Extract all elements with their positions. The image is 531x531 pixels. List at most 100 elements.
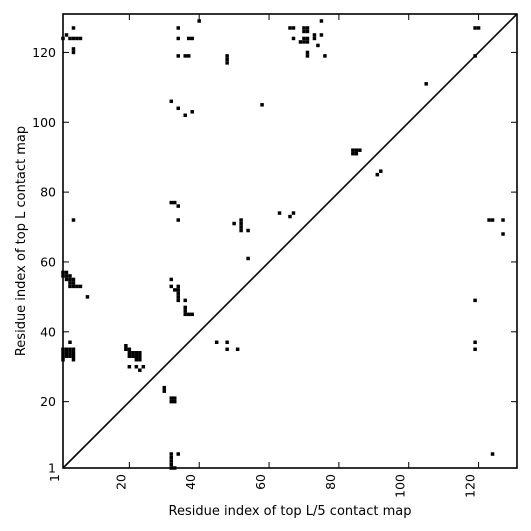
contact-point-147 (476, 26, 481, 30)
contact-point-58 (162, 389, 167, 393)
contact-point-113 (246, 256, 250, 261)
contact-point-99 (197, 19, 201, 23)
contact-point-2 (68, 36, 72, 41)
contact-point-123 (305, 26, 310, 30)
contact-point-142 (358, 148, 362, 152)
contact-point-20 (71, 281, 76, 285)
contact-point-146 (473, 26, 477, 30)
contact-point-88 (183, 309, 187, 313)
contact-point-23 (78, 284, 83, 289)
contact-point-3 (71, 36, 76, 41)
contact-point-59 (169, 396, 174, 400)
contact-point-94 (176, 54, 180, 58)
contact-point-125 (298, 40, 303, 44)
contact-point-118 (288, 26, 292, 30)
contact-point-24 (85, 295, 90, 299)
contact-point-33 (68, 351, 72, 355)
contact-point-152 (487, 218, 491, 222)
contact-point-145 (424, 82, 428, 86)
contact-point-41 (124, 347, 128, 352)
contact-point-39 (71, 357, 76, 362)
contact-point-132 (312, 33, 317, 37)
x-tick-label-100: 100 (393, 474, 408, 498)
contact-point-54 (134, 364, 139, 369)
contact-point-72 (183, 113, 187, 118)
contact-point-139 (351, 151, 355, 156)
contact-point-115 (277, 211, 282, 215)
contact-point-126 (302, 40, 306, 44)
contact-point-93 (176, 36, 180, 41)
diagonal-line (62, 13, 518, 469)
contact-point-128 (302, 36, 306, 41)
contact-point-16 (68, 277, 72, 282)
contact-point-9 (71, 218, 76, 222)
contact-point-150 (473, 340, 477, 345)
contact-point-102 (225, 347, 229, 352)
contact-point-144 (379, 169, 383, 173)
x-tick-label-40: 40 (183, 474, 198, 490)
contact-point-45 (131, 351, 135, 355)
contact-point-36 (71, 347, 76, 352)
contact-point-13 (64, 274, 69, 278)
contact-point-138 (351, 148, 355, 152)
contact-point-73 (190, 110, 194, 114)
contact-point-84 (176, 295, 180, 299)
contact-point-80 (173, 288, 177, 292)
x-tick-label-120: 120 (463, 474, 478, 498)
contact-point-71 (176, 106, 180, 111)
contact-point-120 (291, 36, 296, 41)
x-tick-label-20: 20 (113, 474, 128, 490)
plot-frame (62, 13, 518, 469)
x-tick-label-60: 60 (253, 474, 268, 490)
contact-point-40 (124, 344, 128, 348)
contact-point-50 (138, 351, 142, 355)
contact-point-127 (305, 40, 310, 44)
contact-point-38 (71, 354, 76, 358)
contact-point-92 (176, 26, 180, 30)
contact-point-21 (71, 284, 76, 289)
contact-point-31 (64, 354, 69, 358)
contact-point-44 (127, 354, 132, 358)
y-tick-label-1: 1 (48, 461, 56, 476)
contact-point-130 (305, 50, 310, 55)
contact-point-116 (288, 214, 292, 219)
contact-point-91 (190, 312, 194, 317)
contact-point-29 (64, 347, 69, 352)
contact-point-55 (138, 368, 142, 372)
contact-point-149 (473, 298, 477, 303)
contact-point-124 (305, 29, 310, 34)
y-tick-label-80: 80 (40, 185, 56, 200)
y-tick-label-40: 40 (40, 324, 56, 339)
contact-point-101 (225, 340, 229, 345)
contact-point-69 (176, 452, 180, 456)
contact-point-137 (323, 54, 327, 58)
contact-point-112 (246, 228, 250, 233)
contact-point-135 (319, 33, 324, 37)
contact-point-87 (183, 305, 187, 310)
contact-point-35 (68, 340, 72, 345)
contact-point-62 (173, 396, 177, 400)
contact-point-85 (176, 298, 180, 303)
contact-point-63 (169, 452, 174, 456)
contact-point-141 (354, 151, 359, 156)
y-tick-label-120: 120 (32, 45, 56, 60)
y-tick-label-20: 20 (40, 394, 56, 409)
contact-point-6 (71, 26, 76, 30)
contact-point-117 (291, 211, 296, 215)
contact-point-65 (169, 459, 174, 463)
contact-point-140 (354, 148, 359, 152)
contact-point-110 (239, 225, 243, 229)
contact-point-19 (71, 277, 76, 282)
contact-point-43 (127, 351, 132, 355)
contact-point-76 (176, 204, 180, 208)
contact-point-154 (501, 218, 505, 222)
contact-point-119 (291, 26, 296, 30)
contact-point-107 (232, 221, 236, 226)
contact-point-30 (64, 351, 69, 355)
contact-point-129 (305, 36, 310, 41)
contact-point-57 (162, 385, 167, 390)
contact-point-77 (176, 218, 180, 222)
contact-point-95 (183, 54, 187, 58)
contact-point-103 (235, 347, 240, 352)
